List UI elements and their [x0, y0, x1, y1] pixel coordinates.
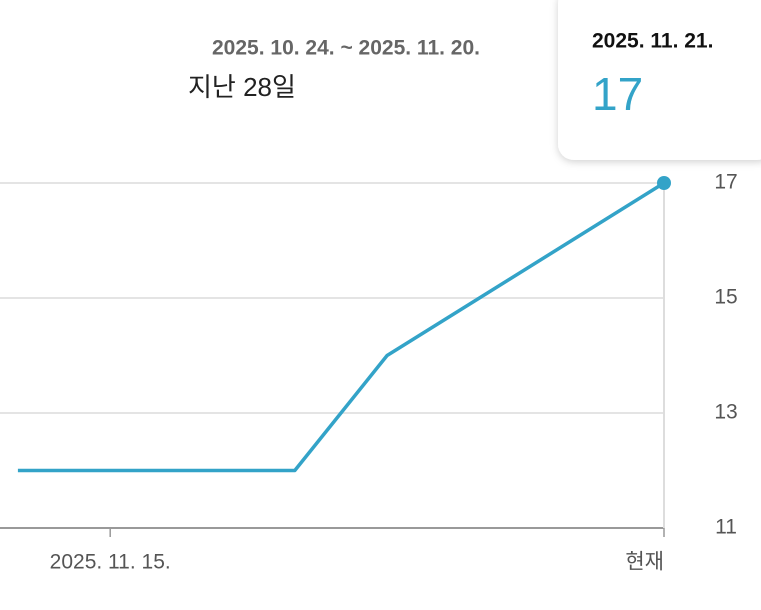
x-tick-label: 현재 [625, 551, 664, 574]
y-tick-label: 13 [714, 401, 737, 424]
tooltip-value: 17 [592, 68, 643, 120]
y-tick-label: 15 [714, 286, 737, 309]
period: 2025. 10. 24. ~ 2025. 11. 20. [212, 37, 480, 60]
y-tick-label: 11 [715, 516, 737, 539]
tooltip [558, 0, 761, 160]
period-name: 지난 28일 [188, 72, 296, 102]
line [17, 181, 665, 473]
x-tick-label: 2025. 11. 15. [50, 551, 171, 574]
y-tick-label: 17 [714, 171, 737, 194]
tooltip-date: 2025. 11. 21. [592, 30, 713, 53]
point [657, 176, 671, 190]
